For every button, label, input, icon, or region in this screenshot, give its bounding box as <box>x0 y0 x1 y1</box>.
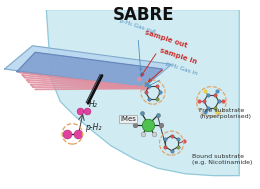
Circle shape <box>138 78 140 81</box>
Text: p-H₂ Gas out: p-H₂ Gas out <box>119 19 156 71</box>
Text: Free substrate
(hyperpolarised): Free substrate (hyperpolarised) <box>199 108 251 119</box>
Text: sample in: sample in <box>148 48 198 81</box>
Polygon shape <box>46 10 239 176</box>
Text: SABRE: SABRE <box>113 6 174 24</box>
Text: Bound substrate
(e.g. Nicotinamide): Bound substrate (e.g. Nicotinamide) <box>192 154 252 166</box>
Circle shape <box>142 87 145 90</box>
Polygon shape <box>17 52 162 88</box>
Circle shape <box>140 73 143 76</box>
Text: IMes: IMes <box>120 116 136 122</box>
Text: p-H₂ Gas in: p-H₂ Gas in <box>147 62 198 87</box>
Polygon shape <box>5 46 172 88</box>
Text: p-H₂: p-H₂ <box>85 123 102 132</box>
Text: H₂: H₂ <box>89 100 98 109</box>
Circle shape <box>145 82 148 85</box>
Text: sample out: sample out <box>141 29 188 76</box>
